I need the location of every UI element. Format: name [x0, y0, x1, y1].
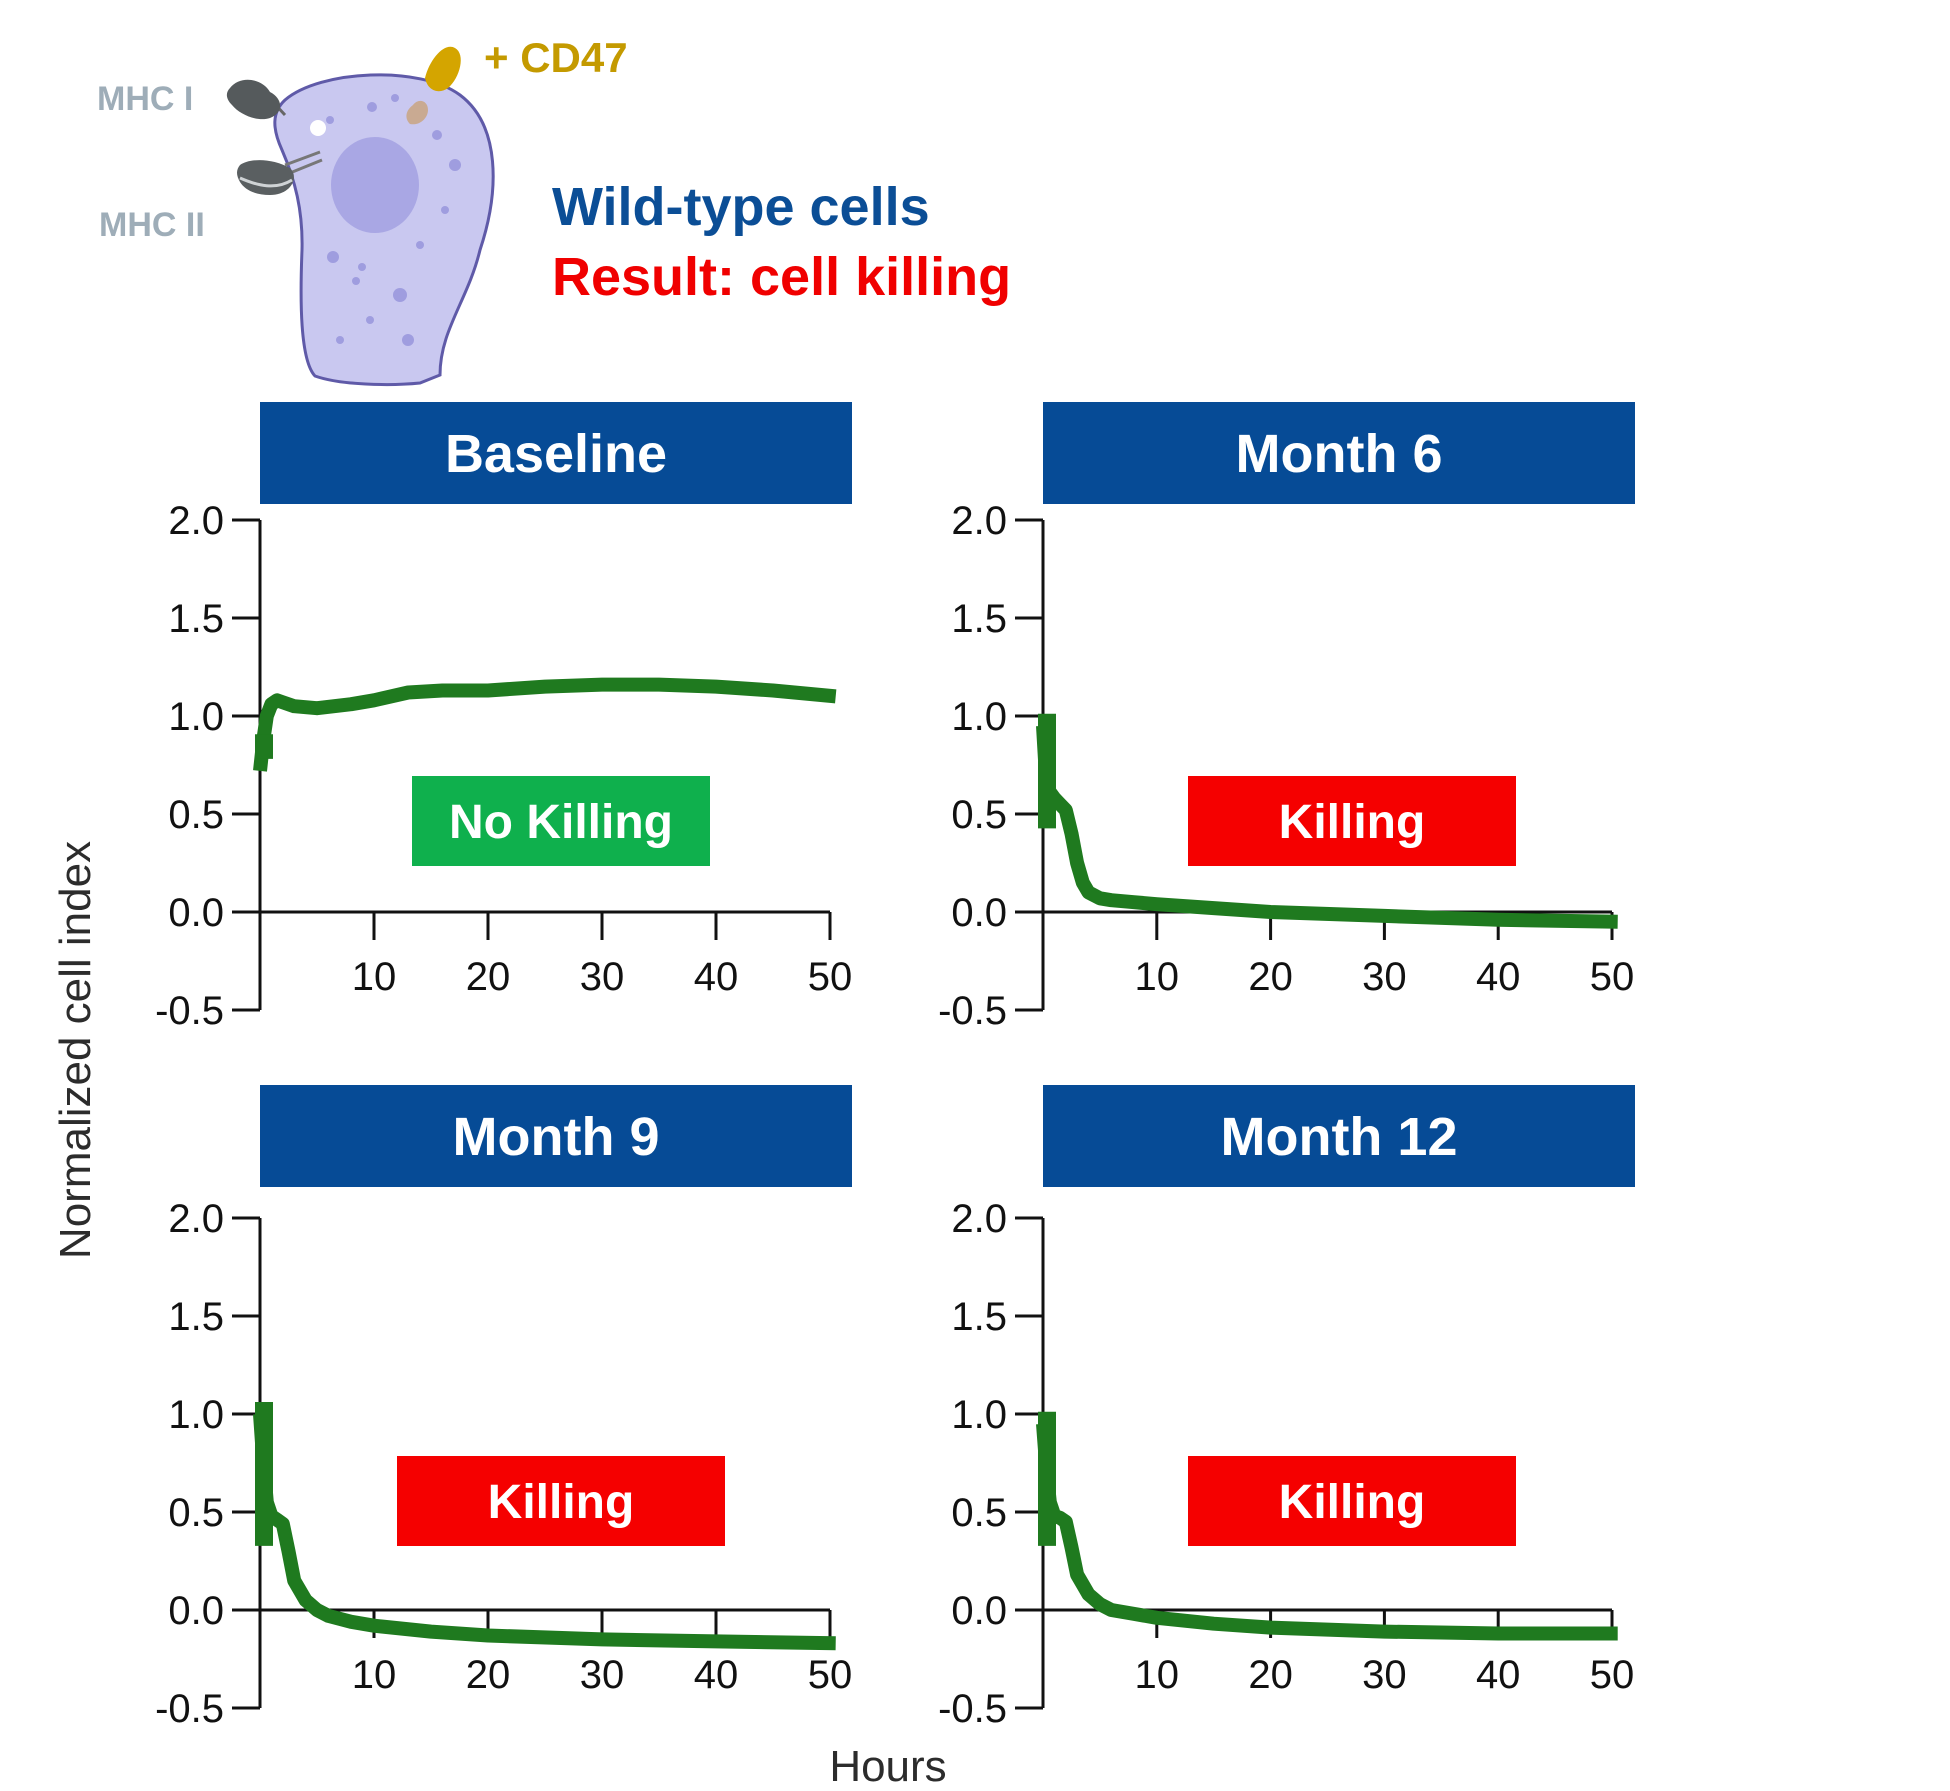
chart-panel: Month 9 2.0 1.5 1.0 0.5 0.0 -0.5 10 20 30 40 50 Kill… [155, 1085, 852, 1731]
series-line [253, 677, 837, 772]
x-tick-label: 20 [466, 1653, 511, 1697]
y-tick-label: -0.5 [938, 1687, 1007, 1731]
y-tick-label: -0.5 [155, 989, 224, 1033]
y-tick-label: 0.0 [951, 1589, 1007, 1633]
x-tick-label: 10 [1135, 1653, 1180, 1697]
killing-badge-label: Killing [488, 1476, 635, 1529]
x-tick-label: 50 [1590, 1653, 1635, 1697]
y-tick-label: 0.0 [168, 1589, 224, 1633]
y-tick-label: -0.5 [155, 1687, 224, 1731]
chart-panels: Baseline 2.0 1.5 1.0 0.5 0.0 -0.5 10 20 30 40 50 No … [155, 402, 1635, 1731]
y-tick-label: 2.0 [168, 499, 224, 543]
y-tick-label: 2.0 [951, 1197, 1007, 1241]
vesicles-icon [326, 94, 461, 346]
y-tick-label: -0.5 [938, 989, 1007, 1033]
x-tick-label: 40 [1476, 955, 1521, 999]
cd47-label: + CD47 [484, 34, 628, 81]
x-tick-label: 10 [1135, 955, 1180, 999]
x-tick-label: 50 [1590, 955, 1635, 999]
cd47-molecule-icon [406, 46, 461, 125]
chart-panel: Baseline 2.0 1.5 1.0 0.5 0.0 -0.5 10 20 30 40 50 No … [155, 402, 852, 1033]
x-tick-label: 40 [694, 955, 739, 999]
x-tick-label: 40 [1476, 1653, 1521, 1697]
killing-badge [1188, 776, 1516, 866]
y-tick-label: 2.0 [168, 1197, 224, 1241]
y-axis-label: Normalized cell index [51, 841, 100, 1259]
killing-badge [412, 776, 710, 866]
killing-badge-label: No Killing [449, 796, 673, 849]
killing-badge [1188, 1456, 1516, 1546]
killing-badge-label: Killing [1279, 796, 1426, 849]
panel-title-bar [260, 1085, 852, 1187]
y-tick-label: 0.5 [168, 1491, 224, 1535]
header-wild-type: Wild-type cells [552, 177, 930, 237]
y-tick-label: 1.0 [951, 1393, 1007, 1437]
y-tick-label: 1.5 [951, 597, 1007, 641]
y-tick-label: 1.5 [168, 597, 224, 641]
mhc1-label: MHC I [97, 80, 193, 118]
x-axis-label: Hours [829, 1742, 946, 1791]
y-tick-label: 0.5 [168, 793, 224, 837]
panel-title: Month 12 [1221, 1107, 1458, 1167]
x-tick-label: 10 [352, 955, 397, 999]
nucleus-icon [331, 137, 419, 233]
panel-title: Month 9 [453, 1107, 660, 1167]
panel-title-bar [260, 402, 852, 504]
chart-panel: Month 12 2.0 1.5 1.0 0.5 0.0 -0.5 10 20 30 40 50 Kil… [938, 1085, 1635, 1731]
x-tick-label: 30 [580, 1653, 625, 1697]
x-tick-label: 30 [1362, 955, 1407, 999]
y-tick-label: 0.5 [951, 1491, 1007, 1535]
y-tick-label: 2.0 [951, 499, 1007, 543]
mhc1-receptor-icon [226, 79, 287, 120]
y-tick-label: 1.0 [951, 695, 1007, 739]
x-tick-label: 50 [808, 1653, 853, 1697]
x-tick-label: 40 [694, 1653, 739, 1697]
x-tick-label: 20 [1248, 1653, 1293, 1697]
panel-title-bar [1043, 1085, 1635, 1187]
y-tick-label: 1.5 [951, 1295, 1007, 1339]
x-tick-label: 30 [580, 955, 625, 999]
y-tick-label: 1.0 [168, 1393, 224, 1437]
x-tick-label: 50 [808, 955, 853, 999]
x-tick-label: 20 [466, 955, 511, 999]
panel-title: Month 6 [1236, 424, 1443, 484]
mhc2-receptor-icon [237, 150, 323, 195]
cell-diagram: MHC I MHC II + CD47 [97, 34, 628, 386]
panel-title-bar [1043, 402, 1635, 504]
killing-badge-label: Killing [1279, 1476, 1426, 1529]
y-tick-label: 0.5 [951, 793, 1007, 837]
chart-panel: Month 6 2.0 1.5 1.0 0.5 0.0 -0.5 10 20 30 40 50 Kill… [938, 402, 1635, 1033]
y-tick-label: 0.0 [168, 891, 224, 935]
cell-highlight-icon [310, 120, 326, 136]
panel-title: Baseline [445, 424, 667, 484]
y-tick-label: 0.0 [951, 891, 1007, 935]
killing-badge [397, 1456, 725, 1546]
x-tick-label: 20 [1248, 955, 1293, 999]
x-tick-label: 10 [352, 1653, 397, 1697]
mhc2-label: MHC II [99, 206, 205, 244]
y-tick-label: 1.5 [168, 1295, 224, 1339]
y-tick-label: 1.0 [168, 695, 224, 739]
header-result: Result: cell killing [552, 247, 1011, 307]
x-tick-label: 30 [1362, 1653, 1407, 1697]
